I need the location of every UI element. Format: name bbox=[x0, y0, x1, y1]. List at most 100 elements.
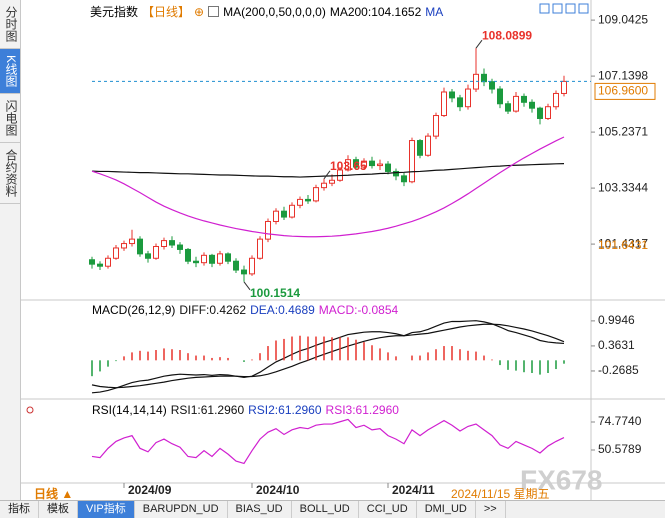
candle-body bbox=[345, 159, 351, 171]
candle-body bbox=[217, 253, 223, 264]
ma-name: MA200: bbox=[329, 4, 372, 19]
y-tick-label: 103.3344 bbox=[598, 180, 648, 194]
y-tick-label: 109.0425 bbox=[598, 12, 648, 26]
candle-body bbox=[201, 254, 207, 264]
candle-body bbox=[377, 163, 383, 167]
bottom-tab[interactable]: DMI_UD bbox=[417, 501, 476, 518]
bottom-tab[interactable]: BOLL_UD bbox=[292, 501, 359, 518]
bottom-tab[interactable]: BIAS_UD bbox=[228, 501, 292, 518]
readout: DEA:0.4689 bbox=[250, 303, 315, 317]
line bbox=[91, 323, 565, 389]
candle-body bbox=[297, 198, 303, 206]
candle-body bbox=[361, 160, 367, 168]
side-tab[interactable]: 闪电图 bbox=[0, 94, 20, 144]
annotation: 108.0899 bbox=[482, 28, 532, 42]
y-tick-label: 0.3631 bbox=[598, 338, 635, 352]
icon[interactable] bbox=[565, 3, 576, 14]
sidebar: 分时图 K线图 闪电图 合约资料 bbox=[0, 0, 21, 500]
candle-body bbox=[561, 80, 567, 94]
indicator: MA(200,0,50,0,0,0) bbox=[223, 4, 326, 19]
candle-body bbox=[497, 88, 503, 105]
candle-body bbox=[193, 260, 199, 264]
candle-body bbox=[425, 135, 431, 156]
candle-body bbox=[121, 243, 127, 249]
y-tick-label: 74.7740 bbox=[598, 414, 642, 428]
bottom-tab[interactable]: 模板 bbox=[39, 501, 78, 518]
plot-background bbox=[21, 0, 665, 500]
title: 美元指数 bbox=[90, 5, 139, 19]
last-price-label: 106.9600 bbox=[598, 84, 648, 98]
line bbox=[91, 418, 565, 465]
candle-body bbox=[481, 73, 487, 83]
candle-body bbox=[97, 263, 103, 267]
annotation: 100.1514 bbox=[250, 286, 300, 300]
candle-body bbox=[529, 101, 535, 109]
title: MACD(26,12,9) bbox=[92, 303, 176, 317]
candle-body bbox=[281, 210, 287, 218]
candle-body bbox=[553, 92, 559, 108]
readout: DIFF:0.4262 bbox=[179, 303, 246, 317]
y-tick-label: 50.5789 bbox=[598, 442, 642, 456]
bottom-tab[interactable]: >> bbox=[476, 501, 506, 518]
y-tick-label: 101.4317 bbox=[598, 236, 648, 250]
candle-body bbox=[489, 81, 495, 90]
candle-body bbox=[433, 115, 439, 137]
icon bbox=[208, 6, 220, 17]
y-tick-label: 0.9946 bbox=[598, 313, 635, 327]
readout: RSI3:61.2960 bbox=[326, 403, 399, 417]
candle-body bbox=[225, 253, 231, 262]
annotation-leader bbox=[323, 170, 331, 180]
candle-body bbox=[353, 159, 359, 168]
side-tab[interactable]: 合约资料 bbox=[0, 143, 20, 205]
side-tab[interactable]: 分时图 bbox=[0, 0, 20, 49]
candle-body bbox=[385, 163, 391, 172]
candle-body bbox=[305, 198, 311, 202]
cursor-price: 101.6431 bbox=[598, 238, 648, 252]
candle-body bbox=[537, 107, 543, 119]
candle-body bbox=[169, 240, 175, 246]
readout-value: 61.2960 bbox=[355, 403, 399, 417]
candle-body bbox=[289, 204, 295, 218]
candle-body bbox=[185, 248, 191, 262]
candle-body bbox=[209, 254, 215, 264]
line bbox=[91, 163, 565, 178]
side-tab[interactable]: K线图 bbox=[0, 49, 20, 95]
ma-readout: MA200:104.1652 bbox=[330, 5, 421, 19]
readout: MACD:-0.0854 bbox=[319, 303, 398, 317]
candle-body bbox=[265, 220, 271, 240]
header-icons[interactable] bbox=[539, 3, 589, 14]
readout-value: 0.4689 bbox=[278, 303, 315, 317]
candle-body bbox=[89, 259, 95, 265]
rsi-header: RSI(14,14,14) RSI1:61.2960 RSI2:61.2960 RS… bbox=[92, 403, 399, 417]
ma-value: 104.1652 bbox=[371, 4, 422, 19]
readout-name: DEA: bbox=[250, 303, 279, 317]
icon[interactable] bbox=[578, 3, 589, 14]
bottom-tab[interactable]: VIP指标 bbox=[78, 501, 135, 518]
candle-body bbox=[105, 257, 111, 267]
candle-body bbox=[449, 91, 455, 99]
readout-name: RSI3: bbox=[325, 403, 356, 417]
readout-value: 61.2960 bbox=[278, 403, 322, 417]
readout-value: 0.4262 bbox=[209, 303, 247, 317]
add-icon[interactable]: ⊕ bbox=[194, 4, 205, 19]
watermark: FX678 bbox=[520, 464, 603, 495]
bottom-tab[interactable]: 指标 bbox=[0, 501, 39, 518]
readout: RSI2:61.2960 bbox=[248, 403, 321, 417]
bottom-tab[interactable]: CCI_UD bbox=[359, 501, 417, 518]
last-price-box bbox=[594, 82, 656, 100]
candle-body bbox=[521, 95, 527, 103]
ma-button[interactable]: MA bbox=[425, 4, 444, 19]
period[interactable]: 【日线】 bbox=[142, 5, 191, 19]
icon[interactable] bbox=[539, 3, 550, 14]
title: RSI(14,14,14) bbox=[92, 403, 167, 417]
candle-body bbox=[273, 210, 279, 222]
readout-value: -0.0854 bbox=[357, 303, 399, 317]
icon[interactable] bbox=[552, 3, 563, 14]
bottom-tab[interactable]: BARUPDN_UD bbox=[135, 501, 228, 518]
period-button[interactable]: 日线 ▲ bbox=[34, 487, 74, 501]
y-tick-label: -0.2685 bbox=[598, 363, 639, 377]
x-tick-label: 2024/09 bbox=[128, 483, 172, 497]
candle-body bbox=[505, 103, 511, 112]
candle-body bbox=[545, 106, 551, 119]
